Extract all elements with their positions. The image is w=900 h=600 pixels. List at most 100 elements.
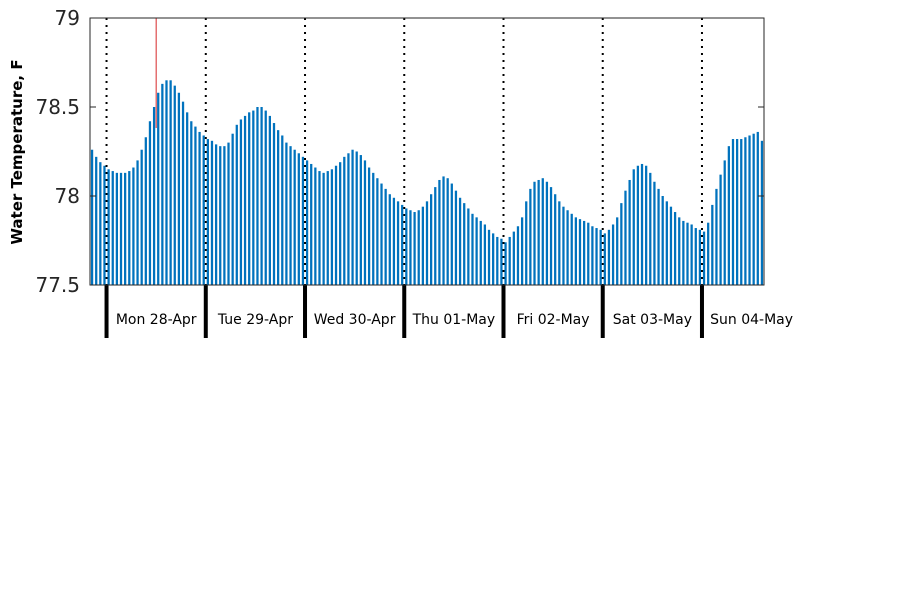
bar [293, 149, 296, 285]
bar [285, 142, 288, 285]
bar [90, 149, 94, 285]
bar [525, 201, 528, 285]
bar [372, 172, 375, 285]
bar [719, 174, 722, 285]
y-axis-title: Water Temperature, F [8, 59, 26, 244]
bar [421, 206, 424, 285]
day-label: Sat 03-May [613, 312, 692, 328]
bar [181, 101, 185, 285]
bar [359, 155, 362, 285]
bar [616, 217, 619, 285]
bar [595, 228, 598, 285]
bar [198, 131, 201, 285]
bar [731, 139, 735, 285]
bar [194, 126, 197, 285]
bar [442, 176, 445, 285]
bar [334, 165, 338, 285]
bar [281, 135, 284, 285]
bar [591, 226, 594, 285]
bar [124, 172, 127, 285]
bar [310, 163, 313, 285]
bar [504, 242, 507, 285]
bar [562, 206, 565, 285]
bar [430, 194, 433, 285]
bar [243, 115, 247, 286]
bar [132, 167, 135, 285]
bar [136, 160, 139, 285]
bar [252, 110, 255, 285]
bar [177, 92, 181, 285]
bar [438, 179, 441, 285]
bar [496, 236, 499, 285]
bar [533, 181, 536, 285]
bar [748, 135, 751, 285]
day-label: Fri 02-May [517, 312, 590, 328]
bar [715, 188, 718, 285]
bar [673, 212, 677, 285]
y-tick-label: 79 [55, 6, 80, 30]
bar [545, 181, 549, 285]
bar [152, 107, 156, 285]
bar [297, 153, 300, 285]
bar [326, 171, 329, 285]
bar [144, 137, 147, 285]
bar [483, 224, 487, 285]
bar [508, 236, 511, 285]
bar [661, 196, 664, 285]
bar [388, 194, 391, 285]
bar [277, 130, 280, 285]
bar [458, 197, 462, 285]
bar [214, 144, 218, 285]
day-boundary-lines [104, 18, 704, 338]
bar [256, 107, 259, 285]
bar [231, 133, 234, 285]
bar [454, 190, 458, 285]
bar [582, 220, 586, 285]
day-label: Thu 01-May [412, 312, 496, 328]
bar [479, 220, 482, 285]
bar [723, 160, 726, 285]
bar [363, 160, 367, 285]
bar [467, 208, 470, 285]
bar [624, 190, 627, 285]
bar [529, 188, 532, 285]
bar [115, 172, 119, 285]
day-label: Wed 30-Apr [314, 312, 396, 328]
bar [450, 183, 453, 285]
bar [649, 172, 652, 285]
y-tick-label: 77.5 [35, 273, 80, 297]
bar [665, 201, 668, 285]
x-axis-day-labels: Mon 28-Apr Tue 29-Apr Wed 30-Apr Thu 01-May… [116, 312, 793, 328]
bar [603, 233, 606, 285]
bar [492, 233, 495, 285]
bar [347, 153, 350, 285]
bar [516, 226, 520, 285]
bar [694, 228, 697, 285]
bar [417, 210, 420, 285]
bar [425, 201, 429, 285]
bar [574, 217, 577, 285]
bar [314, 167, 317, 285]
bar [520, 217, 524, 285]
bar [669, 206, 673, 285]
bar [186, 112, 189, 285]
bar [512, 231, 515, 285]
bar [549, 187, 553, 285]
bar [752, 133, 755, 285]
bar [463, 203, 466, 285]
bar [140, 149, 143, 285]
bar [305, 160, 309, 285]
bar [223, 146, 226, 285]
bar [173, 85, 176, 285]
bar [587, 222, 590, 285]
bar [343, 156, 346, 285]
bar [95, 156, 98, 285]
bar [99, 162, 102, 285]
bar [148, 121, 152, 286]
bar [161, 83, 164, 285]
bar [500, 238, 503, 285]
bar [446, 178, 449, 285]
plot-frame [89, 17, 765, 286]
day-label: Tue 29-Apr [217, 312, 293, 328]
